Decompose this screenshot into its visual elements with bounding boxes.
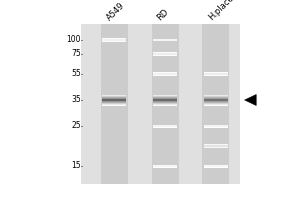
Bar	[153, 96, 177, 97]
Bar	[102, 101, 126, 102]
Bar	[102, 103, 126, 104]
Text: A549: A549	[105, 0, 126, 22]
Bar	[204, 104, 228, 105]
Bar	[204, 96, 228, 97]
Bar	[153, 105, 177, 106]
Bar	[153, 99, 177, 100]
Bar	[202, 24, 230, 184]
Bar	[102, 100, 126, 101]
Bar	[102, 99, 126, 100]
Bar	[204, 95, 228, 96]
Polygon shape	[244, 94, 256, 106]
Bar	[102, 104, 126, 105]
Bar	[204, 97, 228, 98]
Bar	[152, 24, 178, 184]
Bar	[204, 99, 228, 100]
Text: 75: 75	[71, 49, 81, 58]
Bar	[204, 101, 228, 102]
Bar	[102, 102, 126, 103]
Bar	[204, 105, 228, 106]
Bar	[102, 95, 126, 96]
Bar	[153, 104, 177, 105]
Bar	[153, 97, 177, 98]
Bar	[204, 103, 228, 104]
Text: 15: 15	[71, 162, 81, 170]
Bar	[153, 101, 177, 102]
Text: 55: 55	[71, 70, 81, 78]
Bar	[102, 98, 126, 99]
Bar	[102, 96, 126, 97]
Text: RD: RD	[156, 7, 171, 22]
Bar	[102, 97, 126, 98]
Bar	[153, 102, 177, 103]
Bar	[153, 98, 177, 99]
Text: H.placenta: H.placenta	[207, 0, 245, 22]
Bar	[102, 105, 126, 106]
Bar	[81, 24, 240, 184]
Bar	[204, 100, 228, 101]
Bar	[153, 95, 177, 96]
Bar	[153, 100, 177, 101]
Text: 35: 35	[71, 96, 81, 104]
Text: 100: 100	[67, 36, 81, 45]
Bar	[204, 102, 228, 103]
Text: 25: 25	[71, 121, 81, 130]
Bar	[100, 24, 127, 184]
Bar	[153, 103, 177, 104]
Bar	[204, 98, 228, 99]
